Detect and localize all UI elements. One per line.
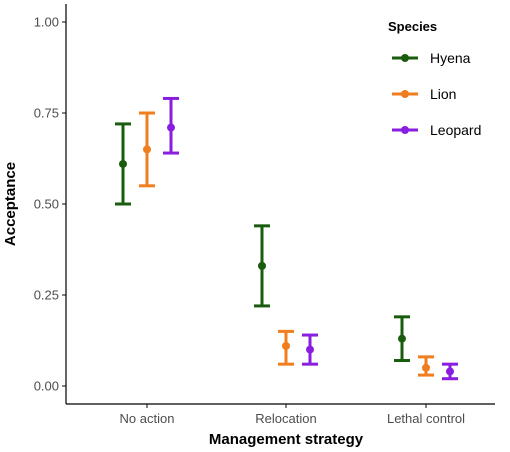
legend-item-hyena: Hyena: [392, 50, 471, 66]
data-marks: [115, 96, 458, 381]
data-point: [446, 367, 454, 376]
legend-label: Hyena: [430, 50, 471, 66]
y-axis-title: Acceptance: [2, 162, 19, 246]
y-tick-label: 0.00: [34, 379, 59, 394]
y-tick-label: 0.50: [34, 197, 59, 212]
series-leopard: [163, 96, 458, 381]
legend-key-point: [401, 54, 409, 62]
x-tick-label: No action: [120, 411, 175, 426]
legend-key-point: [401, 126, 409, 134]
data-point: [143, 145, 151, 154]
legend-title: Species: [388, 19, 437, 34]
legend-item-lion: Lion: [392, 86, 456, 102]
x-axis-title: Management strategy: [209, 431, 364, 448]
data-point: [422, 363, 430, 372]
y-tick-label: 0.25: [34, 288, 59, 303]
y-tick-label: 1.00: [34, 15, 59, 30]
data-point: [167, 123, 175, 132]
data-point: [119, 159, 127, 168]
legend-key-point: [401, 90, 409, 98]
legend-label: Leopard: [430, 122, 481, 138]
data-point: [398, 334, 406, 343]
legend-item-leopard: Leopard: [392, 122, 481, 138]
data-point: [306, 345, 314, 354]
x-axis-ticks: No action Relocation Lethal control: [120, 404, 465, 426]
y-tick-label: 0.75: [34, 106, 59, 121]
legend: Species Hyena Lion Leopard: [388, 19, 481, 138]
x-tick-label: Relocation: [255, 411, 316, 426]
series-lion: [139, 111, 434, 377]
legend-label: Lion: [430, 86, 456, 102]
x-tick-label: Lethal control: [387, 411, 465, 426]
data-point: [258, 261, 266, 270]
y-axis-ticks: 0.00 0.25 0.50 0.75 1.00: [34, 15, 66, 394]
data-point: [282, 341, 290, 350]
series-hyena: [115, 122, 410, 363]
